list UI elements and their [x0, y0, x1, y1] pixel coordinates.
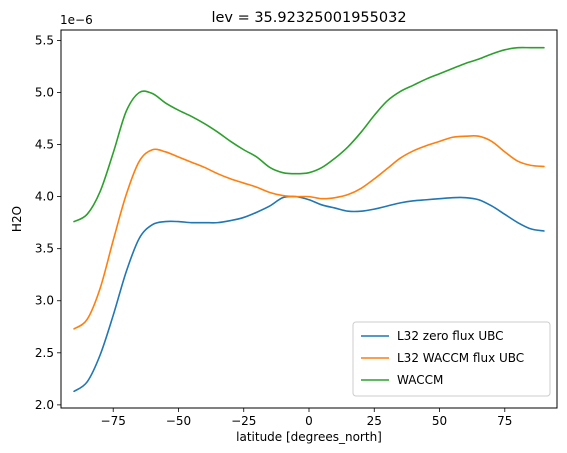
x-tick-label: 50	[432, 414, 447, 428]
y-tick-label: 2.5	[35, 346, 54, 360]
legend-label: L32 WACCM flux UBC	[397, 351, 524, 365]
x-axis-label: latitude [degrees_north]	[236, 430, 382, 444]
series-line-1	[73, 195, 545, 393]
y-tick-label: 2.0	[35, 398, 54, 412]
legend-label: WACCM	[397, 373, 443, 387]
legend-label: L32 zero flux UBC	[397, 329, 504, 343]
x-tick-label: 75	[497, 414, 512, 428]
legend: L32 zero flux UBC L32 WACCM flux UBC WACCM	[352, 321, 551, 397]
y-tick-label: 3.5	[35, 242, 54, 256]
series-line-3	[73, 46, 545, 223]
plot-area	[73, 46, 545, 393]
y-offset-text: 1e−6	[60, 13, 93, 27]
y-tick-label: 4.5	[35, 138, 54, 152]
series-line-2	[73, 134, 545, 330]
y-tick-label: 5.5	[35, 33, 54, 47]
x-tick-label: 0	[305, 414, 313, 428]
x-tick-label: 25	[367, 414, 382, 428]
y-tick-label: 4.0	[35, 190, 54, 204]
x-tick-label: −75	[101, 414, 126, 428]
y-axis-label: H2O	[10, 206, 24, 232]
y-tick-label: 5.0	[35, 85, 54, 99]
x-tick-label: −25	[231, 414, 256, 428]
chart-title: lev = 35.92325001955032	[211, 10, 406, 26]
x-tick-label: −50	[166, 414, 191, 428]
legend-frame	[352, 321, 551, 397]
y-tick-label: 3.0	[35, 294, 54, 308]
